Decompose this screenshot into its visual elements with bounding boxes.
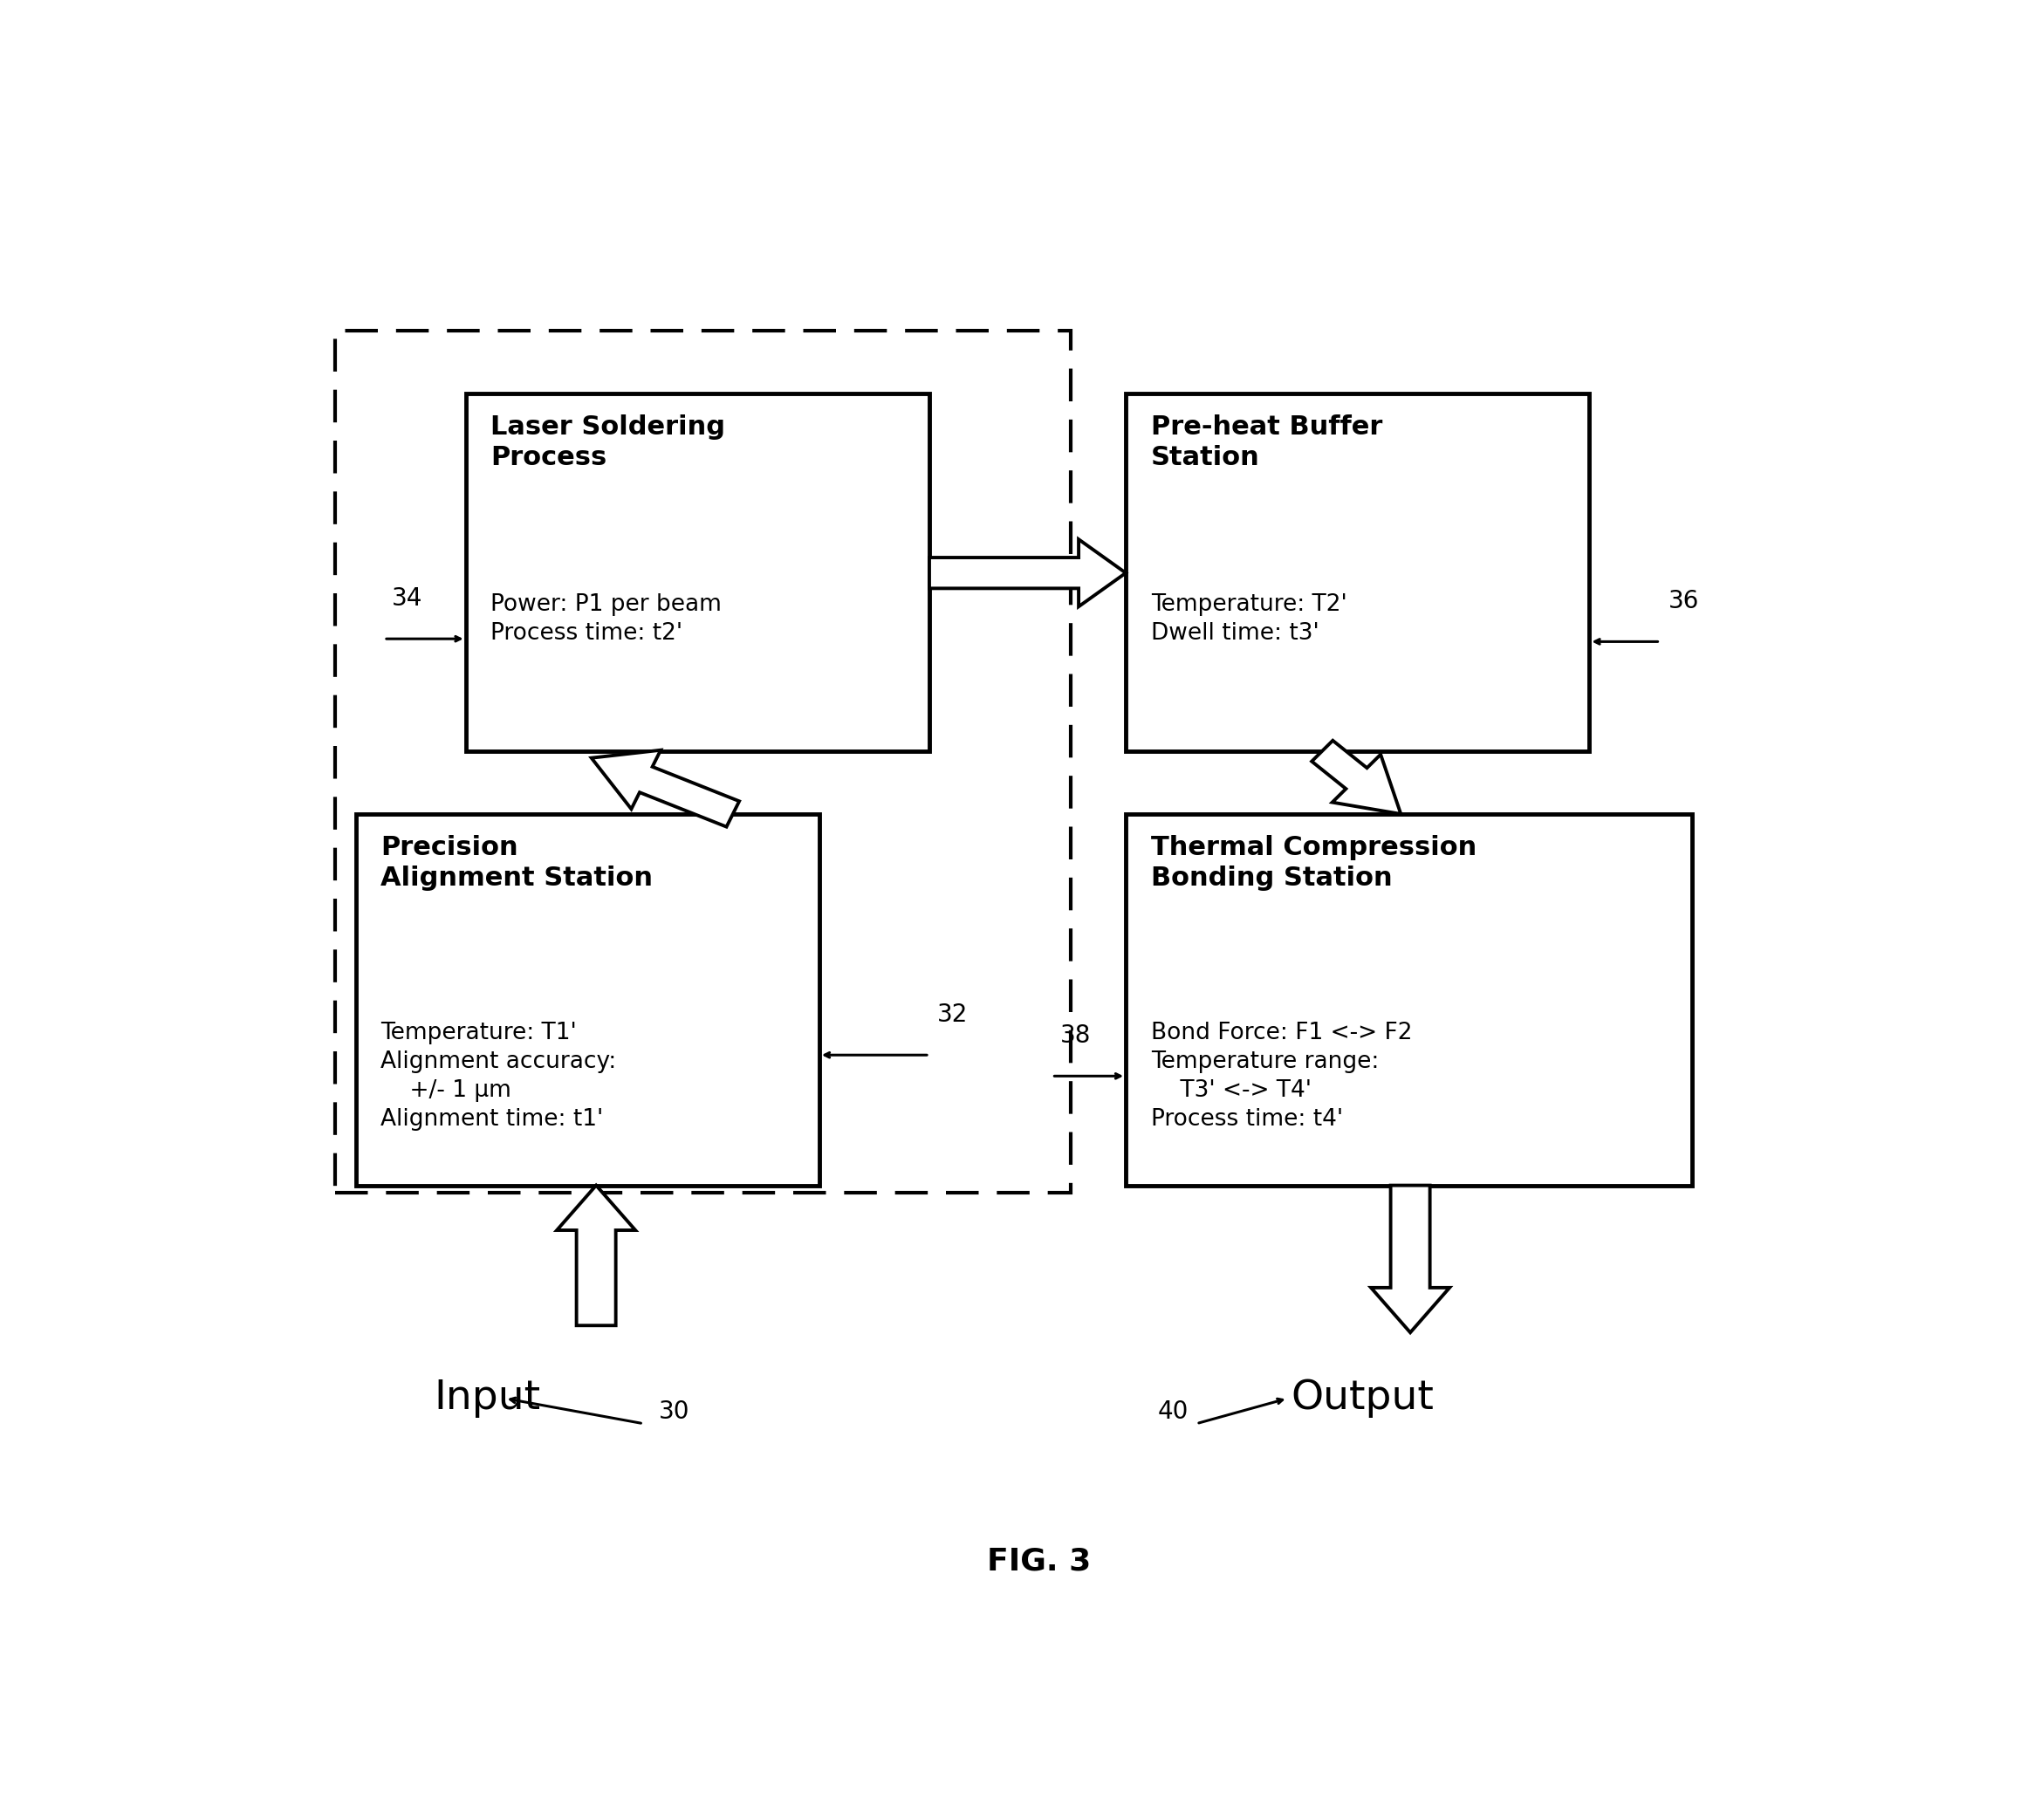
Text: Laser Soldering
Process: Laser Soldering Process bbox=[491, 415, 726, 470]
FancyBboxPatch shape bbox=[466, 393, 929, 752]
FancyBboxPatch shape bbox=[1126, 393, 1590, 752]
Text: 34: 34 bbox=[391, 586, 422, 612]
Polygon shape bbox=[1312, 741, 1401, 814]
Text: Temperature: T1'
Alignment accuracy:
    +/- 1 μm
Alignment time: t1': Temperature: T1' Alignment accuracy: +/-… bbox=[381, 1023, 617, 1130]
Text: FIG. 3: FIG. 3 bbox=[988, 1547, 1091, 1576]
Polygon shape bbox=[558, 1185, 635, 1325]
Text: Output: Output bbox=[1290, 1380, 1434, 1418]
Polygon shape bbox=[592, 750, 740, 826]
Text: 32: 32 bbox=[937, 1003, 967, 1026]
Polygon shape bbox=[929, 539, 1126, 606]
Text: Precision
Alignment Station: Precision Alignment Station bbox=[381, 835, 653, 890]
Text: Thermal Compression
Bonding Station: Thermal Compression Bonding Station bbox=[1152, 835, 1476, 890]
Text: Input: Input bbox=[434, 1380, 541, 1418]
Polygon shape bbox=[1371, 1185, 1450, 1332]
Text: Bond Force: F1 <-> F2
Temperature range:
    T3' <-> T4'
Process time: t4': Bond Force: F1 <-> F2 Temperature range:… bbox=[1152, 1023, 1411, 1130]
Text: Temperature: T2'
Dwell time: t3': Temperature: T2' Dwell time: t3' bbox=[1152, 593, 1347, 644]
Text: 30: 30 bbox=[659, 1400, 690, 1423]
Text: Power: P1 per beam
Process time: t2': Power: P1 per beam Process time: t2' bbox=[491, 593, 722, 644]
Text: 38: 38 bbox=[1061, 1023, 1091, 1048]
FancyBboxPatch shape bbox=[355, 814, 819, 1185]
Text: Pre-heat Buffer
Station: Pre-heat Buffer Station bbox=[1152, 415, 1383, 470]
Text: 40: 40 bbox=[1158, 1400, 1188, 1423]
Text: 36: 36 bbox=[1667, 590, 1699, 613]
FancyBboxPatch shape bbox=[1126, 814, 1691, 1185]
